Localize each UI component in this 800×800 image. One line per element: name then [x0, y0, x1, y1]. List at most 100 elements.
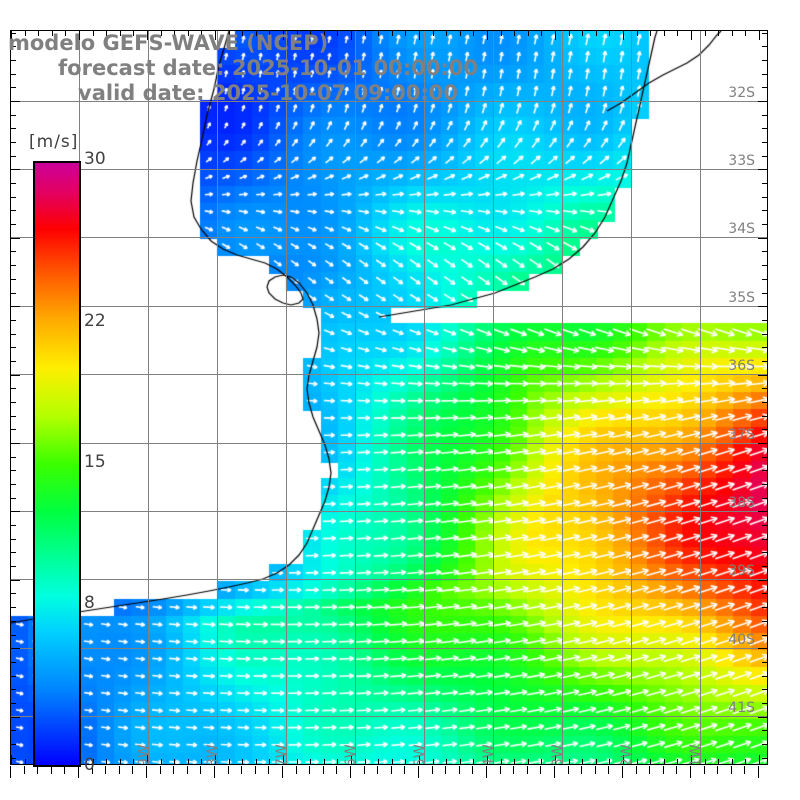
bottom-axis-tick [486, 766, 487, 778]
axis-tick [269, 759, 271, 764]
axis-tick [174, 759, 176, 764]
axis-tick [323, 31, 325, 36]
axis-tick [11, 210, 16, 212]
axis-tick [11, 114, 16, 116]
axis-tick [762, 661, 767, 663]
bottom-axis-tick [744, 766, 746, 774]
axis-tick [762, 702, 767, 704]
axis-tick [11, 32, 16, 34]
axis-tick [623, 31, 624, 40]
axis-tick [11, 755, 12, 764]
axis-tick [119, 31, 121, 36]
axis-tick [11, 634, 16, 636]
axis-tick [11, 579, 20, 581]
axis-tick [201, 31, 203, 36]
axis-tick [11, 224, 16, 226]
axis-tick [242, 759, 244, 764]
axis-tick [283, 755, 284, 764]
axis-tick [541, 759, 543, 764]
axis-tick [11, 675, 16, 677]
axis-tick [762, 538, 767, 540]
axis-tick [11, 73, 16, 75]
bottom-axis-tick [23, 766, 25, 774]
bottom-axis-tick [268, 766, 270, 774]
axis-tick [762, 155, 767, 157]
axis-tick [11, 511, 20, 513]
axis-tick [731, 759, 733, 764]
axis-tick [51, 31, 53, 36]
bottom-axis-tick [581, 766, 583, 774]
axis-tick [11, 388, 16, 390]
axis-tick [555, 31, 556, 40]
bottom-axis-tick [78, 766, 79, 778]
axis-tick [11, 31, 12, 40]
axis-tick [296, 759, 298, 764]
axis-tick [582, 759, 584, 764]
axis-tick [296, 31, 298, 36]
bottom-axis-tick [50, 766, 52, 774]
axis-tick [38, 31, 40, 36]
axis-tick [758, 716, 767, 718]
axis-tick [514, 759, 516, 764]
axis-tick [745, 31, 747, 36]
axis-tick [762, 566, 767, 568]
axis-tick [11, 429, 16, 431]
axis-tick [310, 31, 312, 36]
axis-tick [762, 319, 767, 321]
axis-tick [762, 360, 767, 362]
axis-tick [487, 755, 488, 764]
axis-tick [11, 278, 16, 280]
axis-tick [11, 237, 20, 239]
axis-tick [11, 538, 16, 540]
axis-tick [762, 730, 767, 732]
axis-tick [378, 759, 380, 764]
bottom-axis-tick [540, 766, 542, 774]
axis-tick [762, 552, 767, 554]
axis-tick [758, 237, 767, 239]
axis-tick [758, 579, 767, 581]
axis-tick [11, 484, 16, 486]
axis-tick [11, 87, 16, 89]
bottom-axis-tick [350, 766, 351, 778]
axis-tick [11, 702, 16, 704]
bottom-axis-tick [717, 766, 719, 774]
bottom-axis-tick [390, 766, 392, 774]
bottom-axis-tick [458, 766, 460, 774]
axis-tick [119, 759, 121, 764]
axis-tick [337, 31, 339, 36]
axis-tick [11, 456, 16, 458]
axis-tick [11, 360, 16, 362]
bottom-axis-tick [404, 766, 406, 774]
axis-tick [758, 101, 767, 102]
map-plot-area[interactable]: 61W60W59W58W57W56W55W54W53W52W51W 32S33S… [10, 30, 768, 765]
axis-tick [419, 31, 420, 40]
colorbar[interactable] [33, 161, 81, 767]
axis-tick [79, 31, 80, 40]
axis-tick [758, 443, 767, 444]
bottom-axis-tick [526, 766, 528, 774]
axis-tick [568, 759, 570, 764]
axis-tick [650, 31, 652, 36]
axis-tick [500, 759, 502, 764]
axis-tick [762, 224, 767, 226]
axis-tick [762, 347, 767, 349]
axis-tick [762, 634, 767, 636]
axis-tick [228, 759, 230, 764]
axis-tick [650, 759, 652, 764]
axis-tick [762, 620, 767, 622]
axis-tick [133, 759, 135, 764]
axis-tick [11, 347, 16, 349]
axis-tick [11, 142, 16, 144]
axis-tick [623, 755, 624, 764]
axis-tick [215, 755, 216, 764]
axis-tick [405, 759, 407, 764]
bottom-axis-tick [363, 766, 365, 774]
axis-tick [459, 31, 461, 36]
axis-tick [568, 31, 570, 36]
axis-tick [758, 511, 767, 513]
colorbar-tick-label: 8 [84, 593, 95, 614]
axis-tick [92, 31, 94, 36]
bottom-axis-tick [282, 766, 283, 778]
axis-tick [691, 755, 692, 764]
